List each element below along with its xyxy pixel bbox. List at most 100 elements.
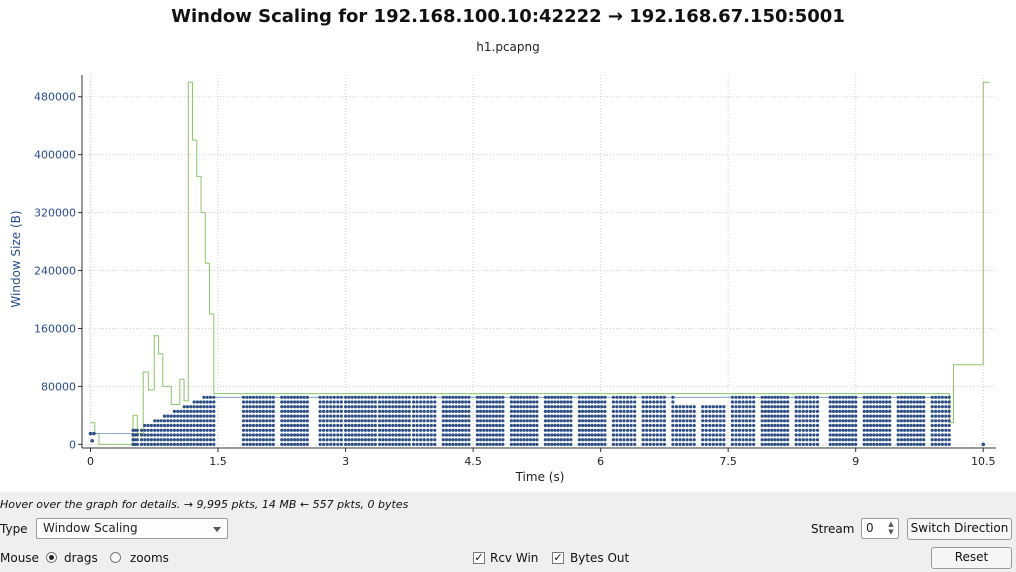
bytes-out-point	[467, 438, 471, 442]
bytes-out-point	[922, 409, 926, 413]
bytes-out-point	[286, 419, 290, 423]
bytes-out-point	[261, 442, 265, 446]
spin-arrows-icon[interactable]: ▲ ▼	[888, 520, 894, 536]
bytes-out-checkbox[interactable]: ✓	[552, 551, 564, 564]
bytes-out-point	[737, 428, 742, 432]
bytes-out-point	[678, 414, 682, 418]
bytes-out-point	[347, 400, 351, 404]
bytes-out-point	[947, 438, 951, 442]
bytes-out-point	[875, 438, 879, 442]
bytes-out-point	[838, 423, 842, 428]
bytes-out-point	[501, 419, 505, 423]
bytes-out-point	[779, 428, 783, 432]
bytes-out-point	[645, 442, 649, 446]
bytes-out-point	[429, 405, 433, 409]
bytes-out-point	[384, 395, 388, 399]
bytes-out-point	[722, 433, 726, 437]
bytes-out-point	[261, 428, 265, 432]
rcv-win-series	[90, 81, 991, 445]
bytes-out-point	[590, 405, 594, 409]
bytes-out-point	[347, 409, 351, 413]
bytes-out-point	[444, 405, 449, 409]
bytes-out-point	[722, 409, 726, 413]
bytes-out-point	[648, 442, 652, 446]
bytes-out-point	[543, 428, 548, 432]
bytes-out-point	[685, 405, 689, 409]
bytes-out-point	[593, 419, 597, 423]
zooms-radio[interactable]	[110, 552, 121, 563]
bytes-out-point	[299, 428, 303, 432]
bytes-out-point	[685, 433, 689, 437]
bytes-out-point	[918, 442, 923, 446]
bytes-out-point	[930, 400, 934, 404]
bytes-out-point	[378, 438, 382, 442]
bytes-out-point	[475, 405, 479, 409]
bytes-out-point	[881, 428, 885, 432]
zooms-label[interactable]: zooms	[130, 551, 169, 565]
graph-type-select[interactable]: Window Scaling	[36, 518, 228, 539]
bytes-out-point	[922, 428, 926, 432]
bytes-out-point	[770, 428, 774, 432]
bytes-out-point	[271, 400, 275, 404]
bytes-out-point	[626, 438, 630, 442]
bytes-out-point	[258, 419, 262, 423]
bytes-out-point	[261, 409, 265, 413]
bytes-out-point	[760, 409, 764, 413]
bytes-out-point	[179, 423, 183, 428]
bytes-out-point	[441, 433, 445, 437]
bytes-out-point	[569, 442, 573, 446]
bytes-out-point	[633, 428, 637, 432]
bytes-out-point	[448, 423, 452, 428]
bytes-out-point	[831, 409, 836, 413]
bytes-out-point	[460, 395, 465, 399]
bytes-out-point	[596, 409, 601, 413]
bytes-out-point	[322, 400, 326, 404]
bytes-out-point	[872, 438, 876, 442]
bytes-out-point	[159, 433, 163, 437]
bytes-out-point	[773, 423, 777, 428]
bytes-out-point	[241, 442, 246, 446]
bytes-out-point	[509, 405, 513, 409]
drags-radio[interactable]	[46, 552, 57, 563]
bytes-out-point	[381, 433, 385, 437]
bytes-out-point	[645, 433, 649, 437]
bytes-out-point	[543, 414, 548, 418]
bytes-out-point	[801, 405, 805, 409]
bytes-out-point	[336, 419, 340, 423]
bytes-out-point	[909, 414, 913, 418]
bytes-out-point	[937, 400, 941, 404]
bytes-out-point	[491, 428, 495, 432]
rcv-win-label[interactable]: Rcv Win	[490, 551, 539, 565]
bytes-out-point	[896, 438, 900, 442]
bytes-out-point	[339, 409, 343, 413]
bytes-out-point	[153, 423, 157, 428]
bytes-out-point	[268, 395, 272, 399]
bytes-out-point	[433, 438, 437, 442]
bytes-out-point	[878, 423, 882, 428]
switch-direction-button[interactable]: Switch Direction	[907, 518, 1012, 540]
bytes-out-point	[357, 405, 361, 409]
bytes-out-point	[367, 414, 371, 418]
bytes-out-point	[903, 442, 907, 446]
stream-spinbox[interactable]: 0 ▲ ▼	[861, 518, 899, 539]
drags-label[interactable]: drags	[64, 551, 98, 565]
bytes-out-point	[940, 433, 945, 437]
bytes-out-point	[550, 409, 554, 413]
bytes-out-point	[577, 395, 582, 399]
bytes-out-point	[734, 405, 738, 409]
bytes-out-point	[293, 438, 297, 442]
bytes-out-point	[367, 423, 371, 428]
bytes-out-label[interactable]: Bytes Out	[570, 551, 630, 565]
bytes-out-point	[501, 438, 505, 442]
bytes-out-point	[265, 428, 269, 432]
bytes-out-point	[752, 395, 756, 399]
bytes-out-point	[934, 423, 938, 428]
bytes-out-point	[543, 395, 548, 399]
bytes-out-point	[325, 442, 329, 446]
bytes-out-point	[454, 438, 458, 442]
bytes-out-point	[655, 405, 659, 409]
reset-button[interactable]: Reset	[931, 547, 1012, 569]
rcv-win-checkbox[interactable]: ✓	[473, 551, 485, 564]
bytes-out-point	[498, 395, 502, 399]
